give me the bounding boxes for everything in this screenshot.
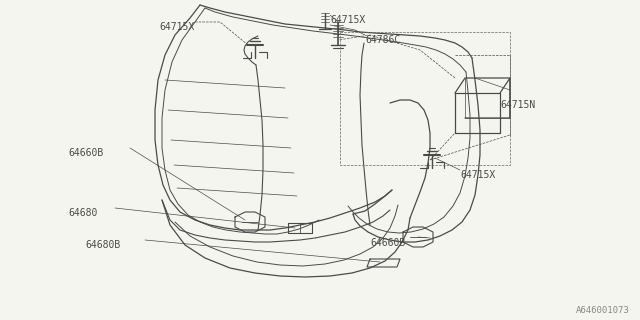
Text: 64715X: 64715X <box>160 22 195 32</box>
Text: 64786C: 64786C <box>365 35 400 45</box>
Text: 64660B: 64660B <box>68 148 103 158</box>
Text: 64715X: 64715X <box>330 15 365 25</box>
Text: 64660B: 64660B <box>370 238 405 248</box>
Text: 64715N: 64715N <box>500 100 535 110</box>
Text: 64715X: 64715X <box>460 170 495 180</box>
Text: 64680: 64680 <box>68 208 97 218</box>
Text: A646001073: A646001073 <box>576 306 630 315</box>
Text: 64680B: 64680B <box>85 240 120 250</box>
